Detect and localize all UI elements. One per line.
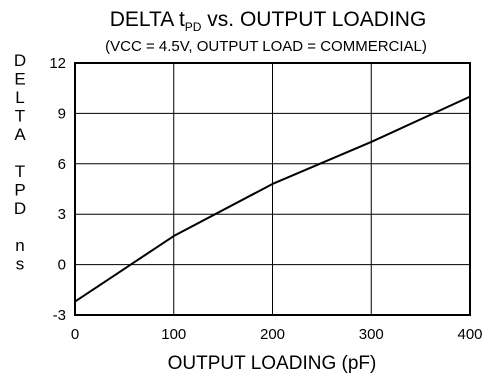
y-axis-label-letter: T xyxy=(15,107,25,126)
y-axis-label-letter: n xyxy=(15,236,24,255)
chart-title-subscript: PD xyxy=(185,20,202,34)
y-tick-labels: -3 0 3 6 9 12 xyxy=(49,55,66,324)
y-axis-label-letter: P xyxy=(14,181,25,200)
y-axis-label-letter: T xyxy=(15,162,25,181)
y-axis-label-letter: E xyxy=(14,70,25,89)
y-axis-label-letter: A xyxy=(14,125,26,144)
y-tick-label: 9 xyxy=(58,105,66,122)
y-axis-label-letter: D xyxy=(14,199,26,218)
series-line xyxy=(74,95,471,303)
x-tick-label: 200 xyxy=(260,326,285,343)
grid xyxy=(75,63,470,315)
series xyxy=(74,95,471,303)
chart-title: DELTA tPD vs. OUTPUT LOADING xyxy=(110,8,427,34)
x-axis-label: OUTPUT LOADING (pF) xyxy=(168,353,377,374)
x-tick-label: 100 xyxy=(161,326,186,343)
x-tick-label: 400 xyxy=(457,326,482,343)
x-tick-label: 0 xyxy=(71,326,79,343)
x-tick-label: 300 xyxy=(359,326,384,343)
y-axis-label-letter: L xyxy=(15,88,24,107)
y-tick-label: -3 xyxy=(53,307,66,324)
chart-subtitle: (VCC = 4.5V, OUTPUT LOAD = COMMERCIAL) xyxy=(105,38,427,55)
x-tick-labels: 0 100 200 300 400 xyxy=(71,326,483,343)
y-tick-label: 12 xyxy=(49,55,66,72)
y-tick-label: 0 xyxy=(58,257,66,274)
y-tick-label: 3 xyxy=(58,206,66,223)
plot-frame xyxy=(74,62,471,316)
y-axis-label-letter: D xyxy=(14,51,26,70)
y-axis-label-letter: s xyxy=(16,255,25,274)
y-tick-label: 6 xyxy=(58,156,66,173)
